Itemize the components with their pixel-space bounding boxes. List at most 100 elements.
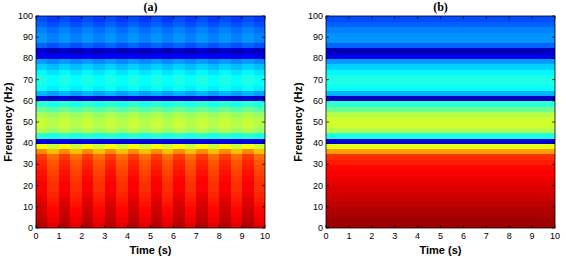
cell: [82, 127, 94, 133]
cell: [47, 127, 59, 133]
y-tick: [326, 100, 329, 101]
cell: [59, 69, 71, 75]
x-tick-label: 2: [79, 231, 84, 241]
cell: [116, 64, 128, 70]
cell: [82, 53, 94, 59]
y-tick-label: 100: [308, 11, 323, 21]
cell: [254, 207, 265, 213]
cell: [36, 58, 48, 64]
cell: [47, 180, 59, 186]
cell: [59, 164, 71, 170]
cell: [162, 202, 174, 208]
cell: [196, 85, 208, 91]
cell: [82, 159, 94, 165]
cell: [231, 111, 243, 117]
cell: [242, 191, 254, 197]
cell: [254, 212, 265, 218]
cell: [139, 43, 151, 49]
cell: [208, 175, 220, 181]
cell: [326, 117, 555, 123]
cell: [128, 32, 140, 38]
cell: [231, 58, 243, 64]
cell: [185, 58, 197, 64]
cell: [162, 127, 174, 133]
cell: [151, 53, 163, 59]
cell: [326, 106, 555, 112]
cell: [139, 21, 151, 27]
cell: [326, 111, 555, 117]
cell: [173, 149, 185, 155]
cell: [139, 196, 151, 202]
cell: [208, 16, 220, 22]
cell: [47, 80, 59, 86]
cell: [70, 212, 82, 218]
cell: [36, 223, 48, 228]
cell: [208, 58, 220, 64]
cell: [185, 90, 197, 96]
cell: [254, 96, 265, 102]
cell: [242, 149, 254, 155]
x-tick-label: 0: [33, 231, 38, 241]
cell: [162, 85, 174, 91]
cell: [208, 21, 220, 27]
cell: [128, 117, 140, 123]
cell: [139, 69, 151, 75]
cell: [242, 223, 254, 228]
cell: [242, 202, 254, 208]
cell: [231, 69, 243, 75]
cell: [59, 149, 71, 155]
y-tick: [326, 122, 329, 123]
cell: [82, 74, 94, 80]
cell: [105, 117, 117, 123]
cell: [36, 164, 48, 170]
cell: [36, 21, 48, 27]
cell: [116, 186, 128, 192]
cell: [139, 175, 151, 181]
cell: [242, 122, 254, 128]
cell: [128, 223, 140, 228]
cell: [242, 170, 254, 176]
cell: [36, 122, 48, 128]
cell: [208, 85, 220, 91]
cell: [36, 196, 48, 202]
cell: [70, 223, 82, 228]
cell: [70, 69, 82, 75]
cell: [82, 122, 94, 128]
cell: [70, 37, 82, 43]
cell: [196, 21, 208, 27]
cell: [105, 143, 117, 149]
y-tick: [552, 79, 555, 80]
cell: [70, 64, 82, 70]
y-tick: [552, 16, 555, 17]
cell: [139, 58, 151, 64]
cell: [254, 127, 265, 133]
y-tick: [36, 122, 39, 123]
cell: [116, 180, 128, 186]
cell: [231, 80, 243, 86]
cell: [326, 32, 555, 38]
cell: [196, 96, 208, 102]
cell: [196, 159, 208, 165]
x-tick: [36, 225, 37, 228]
x-tick: [58, 16, 59, 19]
cell: [162, 191, 174, 197]
y-tick-label: 60: [313, 96, 323, 106]
cell: [139, 223, 151, 228]
cell: [116, 196, 128, 202]
cell: [254, 106, 265, 112]
cell: [128, 180, 140, 186]
cell: [105, 16, 117, 22]
cell: [231, 154, 243, 160]
y-tick: [326, 58, 329, 59]
cell: [70, 207, 82, 213]
cell: [151, 43, 163, 49]
x-tick-label: 7: [194, 231, 199, 241]
cell: [105, 48, 117, 54]
cell: [151, 186, 163, 192]
cell: [82, 175, 94, 181]
cell: [47, 58, 59, 64]
cell: [196, 69, 208, 75]
cell: [128, 170, 140, 176]
cell: [254, 138, 265, 144]
cell: [219, 180, 231, 186]
